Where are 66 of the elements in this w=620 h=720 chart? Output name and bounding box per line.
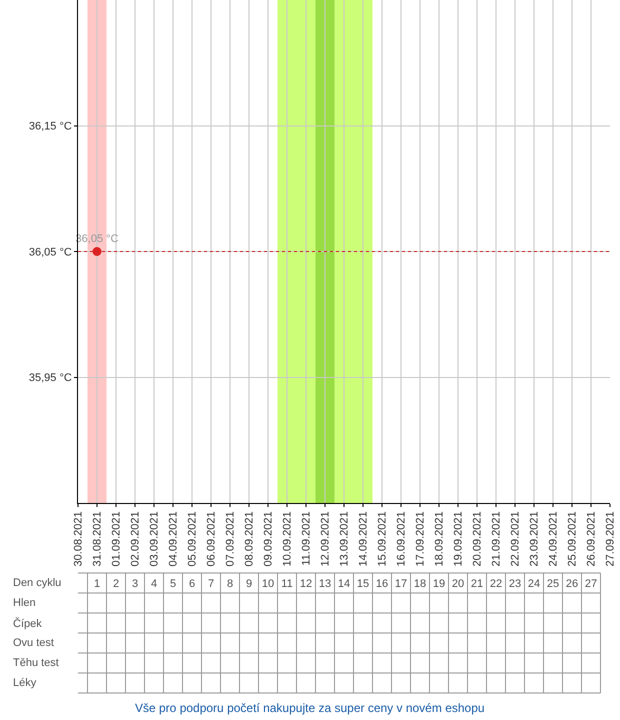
x-tick-label: 07.09.2021 xyxy=(224,511,237,566)
x2-tick-label: 12 xyxy=(300,578,312,590)
x2-tick-label: 21 xyxy=(470,578,484,590)
text: Vše pro podporu početí nakupujte za super ceny v novém eshopu xyxy=(135,701,485,715)
x2-tick-label: 7 xyxy=(208,578,214,590)
x2-tick-label: 24 xyxy=(528,578,540,590)
x2-tick-label: 2 xyxy=(112,578,120,590)
x2-tick-label: 16 xyxy=(376,578,388,590)
x2-tick-label: 26 xyxy=(566,578,578,590)
y-tick-label: 36,05 °C xyxy=(28,246,72,258)
x-tick-label: 25.09.2021 xyxy=(566,511,579,566)
x-tick-label: 12.09.2021 xyxy=(320,511,332,566)
x2-tick-label: 1 xyxy=(94,578,100,590)
x-tick-label: 23.09.2021 xyxy=(528,511,541,566)
text: Čípek xyxy=(13,617,42,630)
x-tick-label: 10.09.2021 xyxy=(282,511,294,566)
x-tick-label: 14.09.2021 xyxy=(358,511,370,566)
x-tick-label: 26.09.2021 xyxy=(586,511,598,566)
x-tick-label: 22.09.2021 xyxy=(510,511,522,566)
x-tick-label: 24.09.2021 xyxy=(548,511,560,566)
text: Léky xyxy=(13,677,37,689)
x-tick-label: 02.09.2021 xyxy=(130,511,142,566)
text: Hlen xyxy=(13,597,36,609)
x2-tick-label: 17 xyxy=(394,578,408,590)
x-tick-label: 15.09.2021 xyxy=(376,511,389,566)
x2-tick-label: 18 xyxy=(414,578,426,590)
text: Těhu test xyxy=(13,657,59,669)
x-tick-label: 19.09.2021 xyxy=(452,511,465,566)
x-tick-label: 06.09.2021 xyxy=(206,511,218,566)
x2-tick-label: 10 xyxy=(262,578,274,590)
x2-tick-label: 15 xyxy=(356,578,370,590)
x-tick-label: 04.09.2021 xyxy=(168,511,180,566)
x-tick-label: 13.09.2021 xyxy=(338,511,351,566)
x-tick-label: 03.09.2021 xyxy=(148,511,161,566)
x2-tick-label: 23 xyxy=(508,578,522,590)
x-tick-label: 21.09.2021 xyxy=(490,511,503,566)
x2-tick-label: 19 xyxy=(432,578,446,590)
x-tick-label: 20.09.2021 xyxy=(472,511,484,566)
x-tick-label: 09.09.2021 xyxy=(262,511,275,566)
x-tick-label: 31.08.2021 xyxy=(92,511,104,566)
y-tick-label: 36,15 °C xyxy=(28,120,72,133)
x-tick-label: 30.08.2021 xyxy=(72,511,85,566)
x2-tick-label: 5 xyxy=(170,578,176,590)
x2-tick-label: 20 xyxy=(452,578,464,590)
x-tick-label: 27.09.2021 xyxy=(604,511,617,566)
x-tick-label: 11.09.2021 xyxy=(300,511,313,566)
x-tick-label: 18.09.2021 xyxy=(434,511,446,566)
x2-tick-label: 3 xyxy=(132,578,138,590)
x2-tick-label: 27 xyxy=(584,578,598,590)
y-tick-label: 35,95 °C xyxy=(28,372,72,384)
x-tick-label: 17.09.2021 xyxy=(414,511,427,566)
x2-tick-label: 9 xyxy=(246,578,252,590)
x2-tick-label: 25 xyxy=(546,578,560,590)
x-tick-label: 08.09.2021 xyxy=(244,511,256,566)
x2-tick-label: 14 xyxy=(338,578,350,590)
x2-axis-title: Den cyklu xyxy=(13,577,62,589)
x2-tick-label: 4 xyxy=(150,578,158,590)
x2-tick-label: 13 xyxy=(318,578,332,590)
x2-tick-label: 8 xyxy=(226,578,234,590)
x2-tick-label: 22 xyxy=(490,578,502,590)
x2-tick-label: 11 xyxy=(281,578,293,590)
x2-tick-label: 6 xyxy=(188,578,196,590)
x-tick-label: 16.09.2021 xyxy=(396,511,408,566)
x-tick-label: 05.09.2021 xyxy=(186,511,199,566)
x-tick-label: 01.09.2021 xyxy=(110,511,123,566)
text: Ovu test xyxy=(13,637,54,649)
